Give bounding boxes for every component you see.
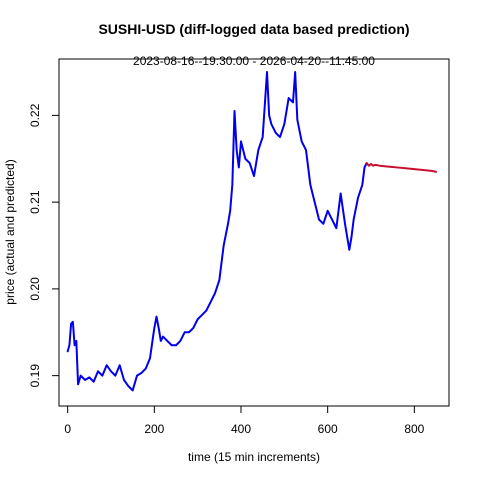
chart-title: SUSHI-USD (diff-logged data based predic… <box>98 21 409 37</box>
series-layer <box>66 71 437 392</box>
y-tick-label: 0.21 <box>28 190 42 214</box>
y-tick-label: 0.22 <box>28 103 42 127</box>
y-tick-label: 0.19 <box>28 364 42 388</box>
x-tick-label: 0 <box>64 422 71 436</box>
x-tick-label: 200 <box>144 422 164 436</box>
x-tick-label: 600 <box>318 422 338 436</box>
x-axis-label: time (15 min increments) <box>188 450 320 464</box>
y-axis-label: price (actual and predicted) <box>3 159 17 304</box>
y-axis: 0.19 0.20 0.21 0.22 <box>28 103 60 388</box>
x-tick-label: 400 <box>231 422 251 436</box>
plot-frame <box>58 58 450 407</box>
predicted-price-line <box>365 162 437 173</box>
actual-price-line <box>66 71 368 392</box>
x-axis: 0 200 400 600 800 <box>64 405 425 436</box>
x-tick-label: 800 <box>404 422 424 436</box>
y-tick-label: 0.20 <box>28 277 42 301</box>
chart-subtitle: 2023-08-16--19:30:00 - 2026-04-20--11:45… <box>133 54 375 68</box>
